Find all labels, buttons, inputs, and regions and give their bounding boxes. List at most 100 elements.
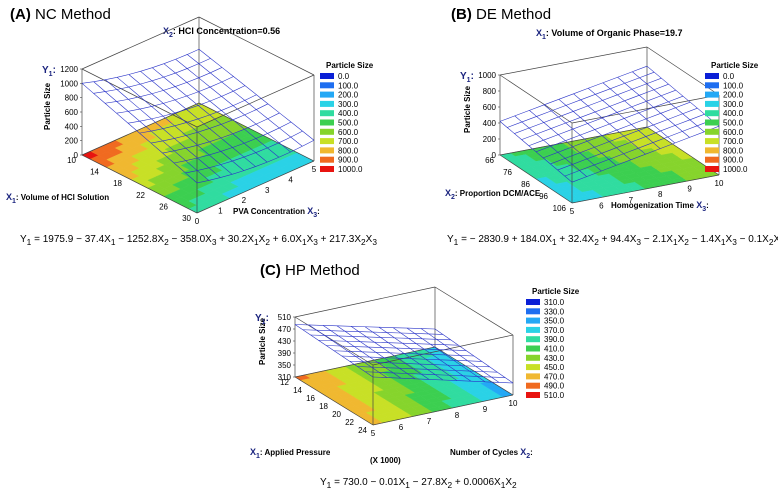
- x1-tick-label: 10: [67, 156, 76, 165]
- box-edge: [571, 174, 720, 204]
- x1-tick-label: 22: [136, 191, 145, 200]
- surface-mesh-line: [196, 139, 315, 184]
- equation-b: Y1 = − 2830.9 + 184.0X1 + 32.4X2 + 94.4X…: [447, 234, 778, 247]
- x2-tick-label: 2: [242, 196, 247, 205]
- box-edge: [196, 160, 315, 214]
- surface-plot-a: 0 200 400 600 800 1000 1200 10 14 18 22 26 30 0 1 2 3 4 5 P…: [6, 16, 374, 225]
- legend-swatch: [320, 138, 334, 145]
- z-tick-label: 390: [278, 349, 292, 358]
- legend-entry: 400.0: [338, 109, 359, 118]
- z-tick-label: 800: [483, 87, 497, 96]
- legend-swatch: [705, 138, 719, 145]
- x2-tick-label: 8: [658, 190, 663, 199]
- legend-swatch: [526, 392, 540, 398]
- legend-entry: 900.0: [338, 156, 359, 165]
- x2-tick-label: 0: [195, 217, 200, 225]
- z-tick-label: 0: [74, 151, 79, 160]
- equation-a: Y1 = 1975.9 − 37.4X1 − 1252.8X2 − 358.0X…: [20, 234, 377, 247]
- x1-tick-label: 14: [90, 168, 99, 177]
- legend-swatch: [705, 147, 719, 154]
- surface-mesh-line: [185, 130, 303, 174]
- box-edge: [372, 394, 514, 426]
- legend-swatch: [320, 110, 334, 117]
- surface-mesh-line: [357, 366, 498, 373]
- surface-mesh-line: [349, 360, 490, 368]
- z-tick-label: 430: [278, 337, 292, 346]
- z-tick-label: 350: [278, 361, 292, 370]
- legend-title: Particle Size: [532, 287, 580, 296]
- legend-swatch: [705, 119, 719, 126]
- legend-swatch: [320, 73, 334, 79]
- legend-swatch: [705, 166, 719, 172]
- x1-tick-label: 76: [503, 168, 512, 177]
- legend-entry: 100.0: [723, 81, 744, 90]
- z-tick-label: 200: [65, 137, 79, 146]
- surface-mesh-line: [392, 327, 472, 382]
- x1-tick-label: 20: [332, 410, 341, 419]
- box-edge: [294, 286, 436, 318]
- x1-axis-multiplier: (X 1000): [370, 456, 401, 465]
- x1-axis-label: X2: Proportion DCM/ACE: [445, 188, 541, 201]
- x1-tick-label: 18: [113, 179, 122, 188]
- legend-entry: 470.0: [544, 372, 565, 381]
- legend-entry: 490.0: [544, 382, 565, 391]
- panel-a: (A) NC Method X2: HCl Concentration=0.56…: [0, 0, 389, 250]
- x1-tick-label: 30: [182, 214, 191, 223]
- x2-tick-label: 7: [427, 417, 432, 426]
- x2-tick-label: 7: [629, 196, 634, 205]
- surface-mesh-line: [550, 107, 698, 165]
- box-edge: [571, 94, 720, 124]
- legend-swatch: [526, 345, 540, 352]
- legend-entry: 310.0: [544, 298, 565, 307]
- box-edge: [198, 16, 315, 76]
- surface-mesh-line: [365, 371, 506, 378]
- y-variable-label: Y1:: [460, 71, 474, 84]
- legend-entry: 500.0: [338, 119, 359, 128]
- legend-entry: 600.0: [338, 128, 359, 137]
- legend-entry: 330.0: [544, 307, 565, 316]
- legend-swatch: [320, 82, 334, 89]
- surface-mesh-line: [175, 59, 291, 153]
- x2-tick-label: 6: [399, 423, 404, 432]
- legend-entry: 430.0: [544, 354, 565, 363]
- x2-tick-label: 8: [455, 411, 460, 420]
- x1-tick-label: 16: [306, 394, 315, 403]
- x1-tick-label: 66: [485, 156, 494, 165]
- surface-mesh-line: [571, 125, 720, 183]
- surface-mesh-line: [162, 112, 280, 154]
- z-tick-label: 470: [278, 325, 292, 334]
- z-tick-label: 310: [278, 373, 292, 382]
- surface-mesh-line: [173, 121, 292, 164]
- surface-mesh-line: [588, 88, 661, 149]
- legend-entry: 370.0: [544, 326, 565, 335]
- box-edge: [196, 74, 315, 128]
- legend-swatch: [526, 299, 540, 305]
- panel-b-title: (B) DE Method: [451, 6, 552, 23]
- surface-mesh-line: [150, 103, 269, 144]
- legend-title: Particle Size: [711, 61, 759, 70]
- legend-swatch: [320, 119, 334, 126]
- x2-tick-label: 3: [265, 186, 270, 195]
- legend-entry: 500.0: [723, 119, 744, 128]
- x2-tick-label: 9: [483, 405, 488, 414]
- equation-c: Y1 = 730.0 − 0.01X1 − 27.8X2 + 0.0006X1X…: [320, 477, 517, 490]
- legend-swatch: [526, 364, 540, 371]
- surface-mesh-line: [140, 71, 256, 167]
- x1-tick-label: 24: [358, 426, 367, 435]
- x2-tick-label: 10: [509, 399, 518, 408]
- legend-swatch: [320, 100, 334, 107]
- surface-mesh-line: [573, 93, 646, 155]
- legend-entry: 1000.0: [338, 165, 363, 174]
- z-tick-label: 510: [278, 313, 292, 322]
- legend-swatch: [705, 156, 719, 163]
- surface-plot-c: 310 350 390 430 470 510 12 14 16 18 20 22 24 5 6 7 8 9 10 P…: [250, 286, 580, 465]
- legend-swatch: [705, 73, 719, 79]
- surface-mesh-line: [163, 63, 280, 158]
- legend-swatch: [526, 326, 540, 333]
- box-edge: [499, 46, 648, 76]
- panel-b: (B) DE Method X1: Volume of Organic Phas…: [389, 0, 778, 250]
- y-variable-label: Y1:: [42, 65, 56, 78]
- legend-entry: 900.0: [723, 156, 744, 165]
- surface-mesh-line: [406, 327, 486, 383]
- box-edge: [499, 126, 648, 156]
